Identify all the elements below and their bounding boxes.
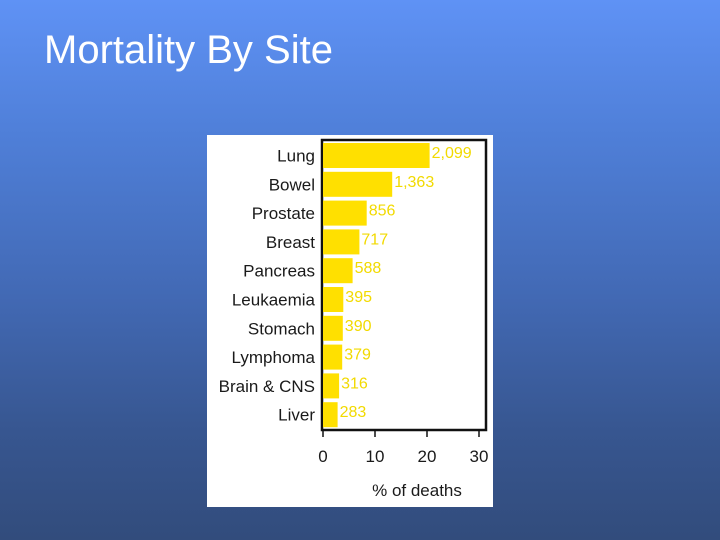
x-tick-label-20: 20 <box>418 447 437 466</box>
data-label-leukaemia: 395 <box>345 289 372 306</box>
bar-liver <box>323 402 338 428</box>
category-label-lymphoma: Lymphoma <box>232 348 316 367</box>
x-axis-title: % of deaths <box>372 481 462 500</box>
bar-bowel <box>323 171 393 197</box>
category-label-brain-cns: Brain & CNS <box>219 377 315 396</box>
data-label-prostate: 856 <box>369 203 396 220</box>
bar-pancreas <box>323 258 353 284</box>
data-label-stomach: 390 <box>345 318 372 335</box>
data-label-brain-cns: 316 <box>341 375 368 392</box>
data-label-lymphoma: 379 <box>344 347 371 364</box>
data-label-lung: 2,099 <box>432 145 472 162</box>
category-label-breast: Breast <box>266 233 315 252</box>
category-label-bowel: Bowel <box>269 175 315 194</box>
bar-stomach <box>323 315 343 341</box>
x-tick-label-10: 10 <box>366 447 385 466</box>
slide-title: Mortality By Site <box>44 28 333 72</box>
data-label-bowel: 1,363 <box>394 174 434 191</box>
bar-leukaemia <box>323 287 344 312</box>
data-label-breast: 717 <box>361 231 388 248</box>
category-label-prostate: Prostate <box>252 204 315 223</box>
data-label-liver: 283 <box>340 404 367 421</box>
data-label-pancreas: 588 <box>355 260 382 277</box>
bar-lung <box>323 143 430 168</box>
x-tick-label-0: 0 <box>318 447 327 466</box>
bar-brain-cns <box>323 373 340 399</box>
bar-prostate <box>323 200 367 226</box>
mortality-bar-chart: Lung 2,099 Bowel 1,363 Prostate 856 Breast 717 P… <box>219 138 489 500</box>
bar-lymphoma <box>323 344 343 370</box>
category-label-lung: Lung <box>277 147 315 166</box>
category-label-stomach: Stomach <box>248 319 315 338</box>
category-label-pancreas: Pancreas <box>243 262 315 281</box>
category-label-liver: Liver <box>278 406 315 425</box>
bar-breast <box>323 229 360 255</box>
category-label-leukaemia: Leukaemia <box>232 291 316 310</box>
mortality-chart-panel: Lung 2,099 Bowel 1,363 Prostate 856 Breast 717 P… <box>207 135 493 507</box>
plot-frame <box>320 138 488 432</box>
x-tick-label-30: 30 <box>470 447 489 466</box>
